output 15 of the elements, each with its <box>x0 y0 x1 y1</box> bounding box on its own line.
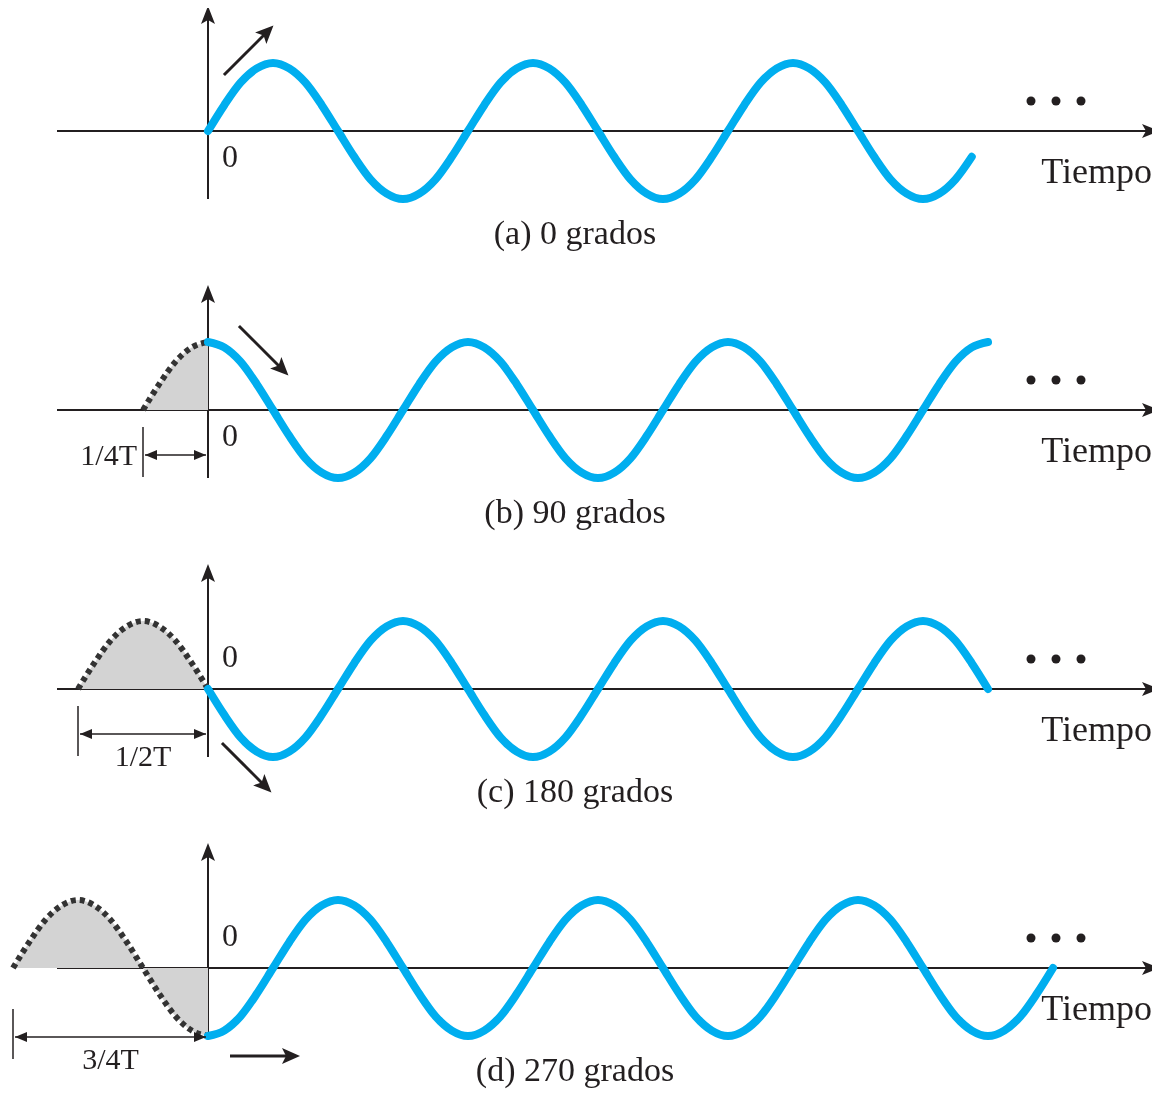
annotation: 1/2T <box>114 739 172 772</box>
x-axis-title: Tiempo <box>1041 709 1152 749</box>
annotation: 0 <box>222 417 238 453</box>
text: 3/4T <box>82 1042 139 1075</box>
annotation: 0 <box>222 138 238 174</box>
text: (c) 180 grados <box>476 772 674 810</box>
annotation: 0 <box>222 917 238 953</box>
x-axis-title: Tiempo <box>1041 151 1152 191</box>
annotation: 1/4T <box>80 438 137 471</box>
text: (d) 270 grados <box>475 1051 675 1089</box>
text: (b) 90 grados <box>484 493 666 531</box>
x-axis-title: Tiempo <box>1041 430 1152 470</box>
x-axis-title: Tiempo <box>1041 988 1152 1028</box>
text: (a) 0 grados <box>493 214 657 252</box>
annotation: 0 <box>222 638 238 674</box>
